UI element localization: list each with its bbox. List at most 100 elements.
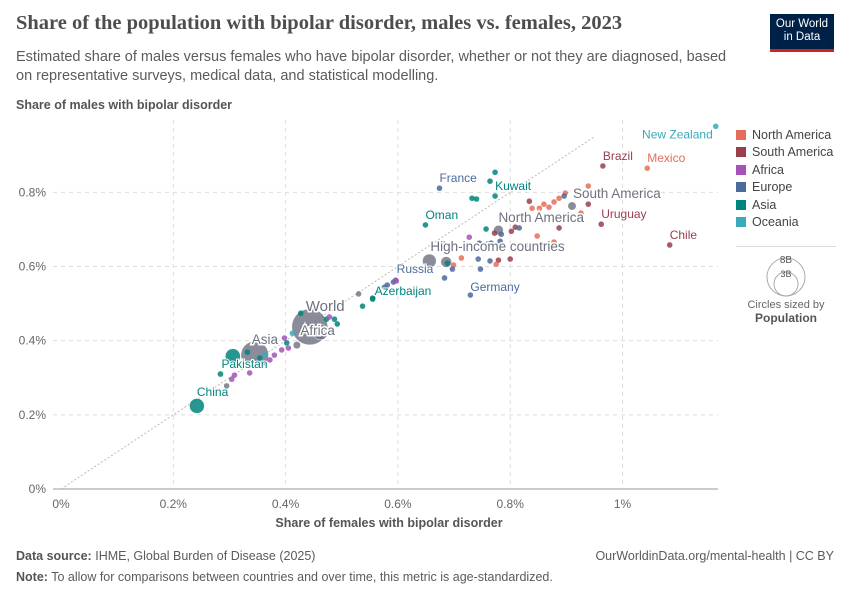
legend-label: South America: [752, 145, 834, 160]
x-tick-label: 0.2%: [160, 497, 188, 511]
x-tick-label: 0.8%: [497, 497, 525, 511]
point-label-france: France: [439, 171, 477, 185]
size-legend-variable: Population: [755, 311, 817, 325]
data-point: [334, 321, 341, 327]
size-legend-caption: Circles sized by: [747, 299, 825, 311]
data-point: [475, 256, 482, 262]
data-point: [507, 256, 514, 262]
data-point-brazil: [599, 162, 607, 170]
data-point-chile: [666, 242, 673, 248]
data-point: [534, 233, 540, 239]
data-point: [477, 266, 484, 272]
chart-subtitle: Estimated share of males versus females …: [16, 49, 727, 84]
data-point: [526, 198, 533, 205]
data-point-china: [189, 398, 205, 414]
legend-label: Asia: [752, 197, 777, 212]
data-point: [246, 370, 253, 376]
size-legend-small: 3B: [780, 269, 791, 279]
data-point: [331, 316, 338, 322]
x-tick-label: 0.4%: [272, 497, 300, 511]
data-point: [536, 205, 543, 212]
data-point: [578, 210, 584, 216]
data-point: [259, 360, 266, 366]
data-source: Data source: IHME, Global Burden of Dise…: [16, 549, 315, 563]
point-label-germany: Germany: [470, 280, 519, 294]
data-point-mexico: [643, 164, 651, 172]
point-label-china: China: [197, 385, 229, 399]
legend-item-africa[interactable]: Africa: [736, 161, 833, 179]
data-point: [529, 205, 535, 212]
legend-label: North America: [752, 127, 832, 142]
data-point: [551, 239, 557, 245]
data-point: [561, 193, 567, 199]
data-point: [483, 226, 489, 232]
data-point: [292, 341, 301, 350]
data-point: [546, 204, 552, 210]
data-point: [281, 335, 288, 341]
url-license[interactable]: OurWorldinData.org/mental-health | CC BY: [595, 549, 834, 563]
data-point: [492, 169, 498, 176]
data-point: [541, 201, 547, 207]
point-label-chile: Chile: [670, 228, 698, 242]
data-point: [256, 355, 263, 361]
legend-label: Africa: [752, 162, 784, 177]
data-point: [491, 230, 498, 236]
legend-swatch: [736, 217, 746, 228]
note-text: To allow for comparisons between countri…: [51, 570, 553, 584]
point-label-pakistan: Pakistan: [221, 357, 267, 371]
data-point: [224, 348, 241, 365]
data-point: [498, 231, 505, 238]
point-label-uruguay: Uruguay: [601, 207, 646, 221]
y-tick-label: 0.8%: [19, 185, 47, 199]
data-point: [484, 241, 491, 248]
data-point-pakistan: [217, 370, 224, 378]
size-legend-big: 8B: [780, 255, 793, 266]
point-label-mexico: Mexico: [647, 151, 685, 165]
data-point: [508, 228, 515, 235]
data-point: [473, 196, 480, 202]
data-point: [244, 349, 251, 355]
legend-swatch: [736, 182, 746, 193]
owid-logo[interactable]: Our World in Data: [770, 14, 834, 52]
data-point: [497, 238, 503, 245]
diagonal-reference-line: [60, 136, 595, 490]
data-point: [444, 260, 451, 266]
point-label-north-america: North America: [498, 210, 584, 225]
note-label: Note:: [16, 570, 48, 584]
x-axis-label: Share of females with bipolar disorder: [275, 516, 503, 530]
data-point-azerbaijan: [369, 295, 376, 301]
data-point: [262, 352, 268, 358]
data-point: [516, 225, 523, 231]
data-point-south-america: [567, 201, 577, 211]
x-tick-label: 0.6%: [384, 497, 412, 511]
point-label-azerbaijan: Azerbaijan: [375, 284, 432, 298]
data-point-oman: [422, 222, 429, 228]
data-point: [393, 278, 400, 284]
point-label-africa: Africa: [300, 323, 335, 338]
point-label-russia: Russia: [397, 262, 434, 276]
legend-item-asia[interactable]: Asia: [736, 196, 833, 214]
data-point-germany: [467, 292, 474, 298]
data-point: [439, 240, 446, 246]
point-label-oman: Oman: [425, 208, 458, 222]
point-label-south-america: South America: [573, 186, 661, 201]
y-tick-label: 0.2%: [19, 408, 47, 422]
legend-item-oceania[interactable]: Oceania: [736, 214, 833, 232]
data-point-high-income-countries: [422, 253, 437, 269]
legend-swatch: [736, 147, 746, 158]
y-tick-label: 0%: [29, 482, 47, 496]
data-point: [223, 383, 230, 389]
data-point: [449, 266, 456, 272]
data-point-africa: [312, 324, 329, 341]
data-point: [551, 199, 557, 205]
legend-item-europe[interactable]: Europe: [736, 179, 833, 197]
chart-title: Share of the population with bipolar dis…: [16, 12, 623, 34]
data-point: [556, 195, 562, 202]
data-point: [285, 345, 292, 351]
legend-item-north-america[interactable]: North America: [736, 126, 833, 144]
legend-swatch: [736, 199, 746, 210]
y-axis-label: Share of males with bipolar disorder: [16, 98, 233, 112]
logo-line-1: Our World: [775, 18, 829, 30]
legend-item-south-america[interactable]: South America: [736, 144, 833, 162]
